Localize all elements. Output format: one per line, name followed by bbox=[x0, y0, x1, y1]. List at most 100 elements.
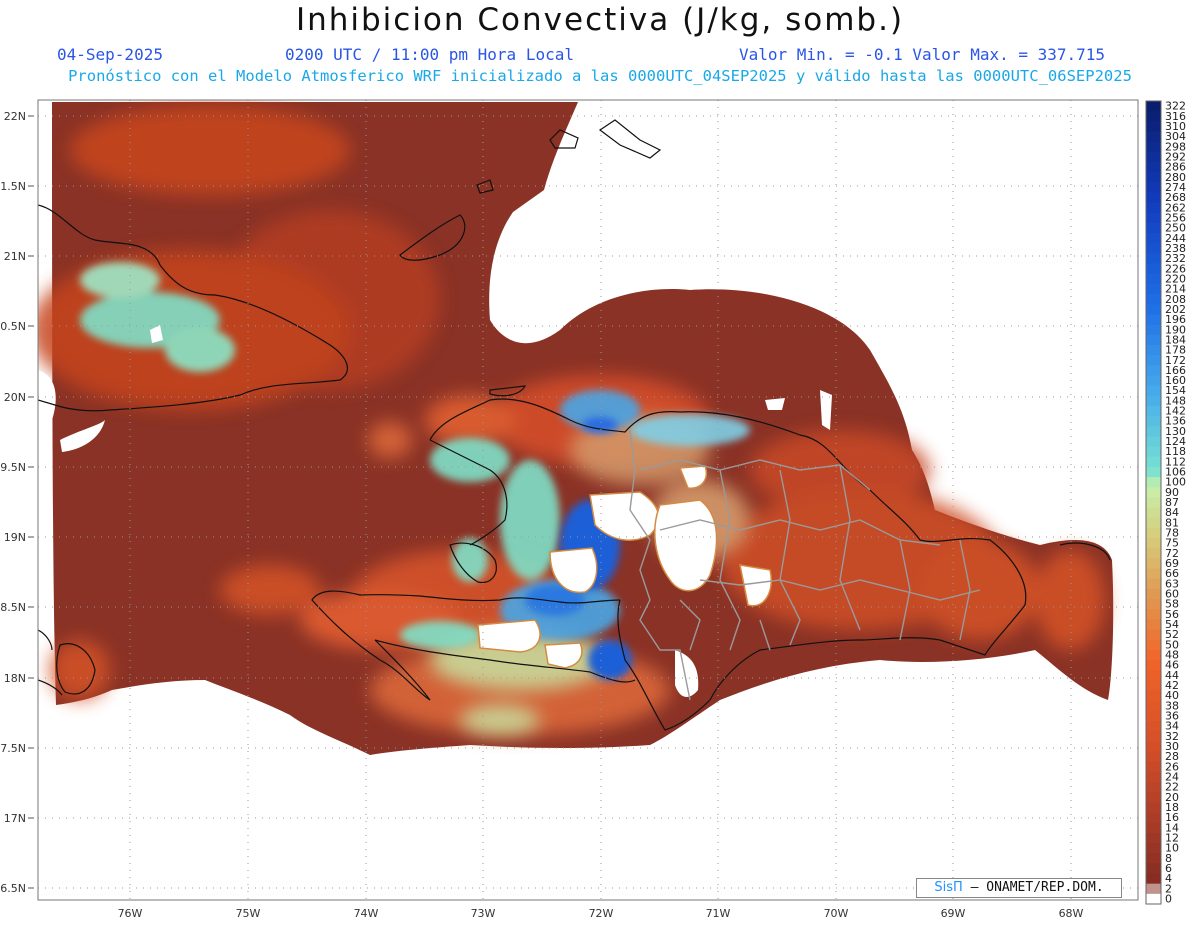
colorbar-swatch bbox=[1146, 721, 1161, 732]
colorbar-swatch bbox=[1146, 436, 1161, 448]
credit-text: – ONAMET/REP.DOM. bbox=[962, 880, 1104, 895]
colorbar-label: 118 bbox=[1165, 445, 1186, 458]
colorbar-swatch bbox=[1146, 273, 1161, 285]
colorbar-label: 184 bbox=[1165, 333, 1186, 346]
colorbar-swatch bbox=[1146, 101, 1161, 112]
lon-label: 72W bbox=[589, 907, 614, 920]
colorbar-label: 4 bbox=[1165, 872, 1172, 885]
colorbar-swatch bbox=[1146, 690, 1161, 702]
lat-label: 21N bbox=[4, 250, 26, 263]
colorbar-swatch bbox=[1146, 782, 1161, 793]
colorbar-swatch bbox=[1146, 121, 1161, 132]
lat-labels: 22N 1.5N 21N 0.5N 20N 9.5N 19N 8.5N 18N … bbox=[0, 110, 26, 895]
colorbar-label: 14 bbox=[1165, 821, 1179, 834]
colorbar-label: 142 bbox=[1165, 405, 1186, 418]
colorbar-label: 38 bbox=[1165, 699, 1179, 712]
colorbar-label: 24 bbox=[1165, 771, 1179, 784]
colorbar-swatch bbox=[1146, 334, 1161, 346]
colorbar-swatch bbox=[1146, 416, 1161, 427]
lat-label: 18N bbox=[4, 672, 26, 685]
lat-label: 9.5N bbox=[0, 461, 26, 474]
colorbar-label: 34 bbox=[1165, 720, 1179, 733]
colorbar-swatch bbox=[1146, 426, 1161, 437]
colorbar-label: 26 bbox=[1165, 760, 1179, 773]
colorbar-swatch bbox=[1146, 243, 1161, 254]
colorbar-swatch bbox=[1146, 670, 1161, 681]
colorbar-label: 148 bbox=[1165, 394, 1186, 407]
colorbar-label: 106 bbox=[1165, 466, 1186, 479]
colorbar-swatch bbox=[1146, 141, 1161, 153]
colorbar-label: 72 bbox=[1165, 547, 1179, 560]
coastline bbox=[38, 119, 1111, 731]
colorbar-label: 28 bbox=[1165, 750, 1179, 763]
colorbar-swatch bbox=[1146, 710, 1161, 722]
province-borders bbox=[629, 429, 981, 701]
colorbar-swatch bbox=[1146, 639, 1161, 651]
colorbar-label: 54 bbox=[1165, 618, 1179, 631]
colorbar-swatch bbox=[1146, 304, 1161, 315]
lon-label: 71W bbox=[706, 907, 731, 920]
colorbar-swatch bbox=[1146, 517, 1161, 529]
colorbar-swatch bbox=[1146, 283, 1161, 295]
colorbar-frame bbox=[1145, 100, 1162, 905]
colorbar-label: 20 bbox=[1165, 791, 1179, 804]
colorbar-swatch bbox=[1146, 812, 1161, 824]
colorbar-swatch bbox=[1146, 599, 1161, 610]
valid-date: 04-Sep-2025 bbox=[57, 45, 163, 64]
colorbar-label: 304 bbox=[1165, 130, 1186, 143]
colorbar-label: 136 bbox=[1165, 415, 1186, 428]
colorbar-label: 298 bbox=[1165, 140, 1186, 153]
colorbar-swatch bbox=[1146, 629, 1161, 641]
colorbar-label: 280 bbox=[1165, 171, 1186, 184]
colorbar-label: 12 bbox=[1165, 831, 1179, 844]
colorbar-label: 22 bbox=[1165, 781, 1179, 794]
colorbar-label: 63 bbox=[1165, 577, 1179, 590]
colorbar-swatch bbox=[1146, 111, 1161, 122]
colorbar-label: 274 bbox=[1165, 181, 1186, 194]
colorbar-label: 40 bbox=[1165, 689, 1179, 702]
colorbar-swatch bbox=[1146, 680, 1161, 692]
colorbar-swatch bbox=[1146, 212, 1161, 224]
colorbar-swatch bbox=[1146, 893, 1161, 905]
colorbar-swatch bbox=[1146, 222, 1161, 234]
colorbar-swatch bbox=[1146, 202, 1161, 214]
colorbar-label: 250 bbox=[1165, 222, 1186, 235]
colorbar-label: 8 bbox=[1165, 852, 1172, 865]
colorbar-label: 18 bbox=[1165, 801, 1179, 814]
colorbar-label: 48 bbox=[1165, 649, 1179, 662]
colorbar-label: 208 bbox=[1165, 293, 1186, 306]
lat-label: 19N bbox=[4, 531, 26, 544]
colorbar-label: 190 bbox=[1165, 323, 1186, 336]
graticule bbox=[38, 100, 1138, 900]
colorbar-swatch bbox=[1146, 751, 1161, 763]
colorbar-swatch bbox=[1146, 548, 1161, 559]
colorbar-swatch bbox=[1146, 192, 1161, 204]
colorbar-swatch bbox=[1146, 863, 1161, 875]
colorbar-swatch bbox=[1146, 395, 1161, 407]
colorbar-swatch bbox=[1146, 314, 1161, 326]
colorbar-label: 50 bbox=[1165, 638, 1179, 651]
colorbar-label: 52 bbox=[1165, 628, 1179, 641]
colorbar-swatch bbox=[1146, 883, 1161, 895]
colorbar-label: 172 bbox=[1165, 354, 1186, 367]
colorbar-swatch bbox=[1146, 466, 1161, 478]
colorbar-label: 220 bbox=[1165, 272, 1186, 285]
colorbar-swatch bbox=[1146, 487, 1161, 498]
model-subtitle: Pronóstico con el Modelo Atmosferico WRF… bbox=[68, 67, 1132, 85]
map-title: Inhibicion Convectiva (J/kg, somb.) bbox=[295, 2, 905, 38]
colorbar-label: 292 bbox=[1165, 150, 1186, 163]
colorbar-label: 238 bbox=[1165, 242, 1186, 255]
colorbar-label: 160 bbox=[1165, 374, 1186, 387]
lon-label: 69W bbox=[941, 907, 966, 920]
lat-label: 7.5N bbox=[0, 742, 26, 755]
colorbar-label: 84 bbox=[1165, 506, 1179, 519]
colorbar-swatch bbox=[1146, 477, 1161, 488]
colorbar-label: 69 bbox=[1165, 557, 1179, 570]
colorbar-label: 75 bbox=[1165, 537, 1179, 550]
colorbar-swatch bbox=[1146, 700, 1161, 712]
colorbar-label: 2 bbox=[1165, 882, 1172, 895]
colorbar-label: 58 bbox=[1165, 598, 1179, 611]
colorbar-label: 6 bbox=[1165, 862, 1172, 875]
colorbar-swatch bbox=[1146, 649, 1161, 661]
